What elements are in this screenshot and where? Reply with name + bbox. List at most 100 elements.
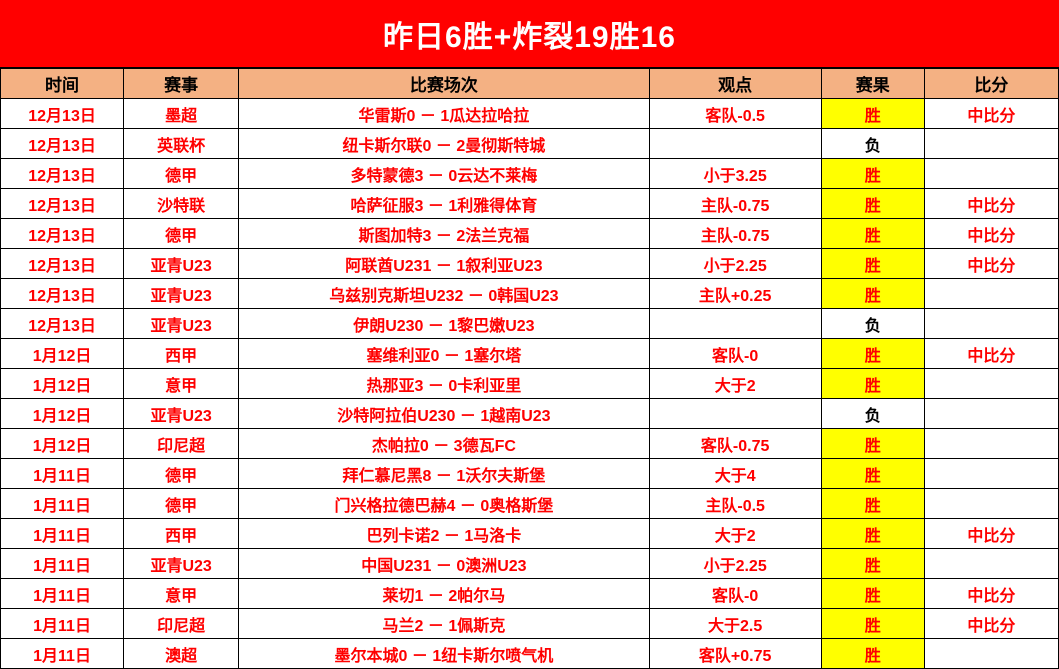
- table-row: 1月12日 西甲 塞维利亚0 － 1塞尔塔 客队-0 胜 中比分: [0, 338, 1059, 369]
- column-header-league: 赛事: [123, 68, 240, 99]
- cell-time: 1月12日: [0, 428, 125, 459]
- cell-result: 胜: [820, 608, 925, 639]
- cell-result: 胜: [820, 368, 925, 399]
- cell-time: 12月13日: [0, 188, 125, 219]
- cell-view: 大于2.5: [648, 608, 822, 639]
- cell-view: 小于2.25: [648, 248, 822, 279]
- cell-time: 1月11日: [0, 578, 125, 609]
- cell-league: 德甲: [123, 488, 240, 519]
- cell-match: 哈萨征服3 － 1利雅得体育: [238, 188, 650, 219]
- column-header-view: 观点: [648, 68, 822, 99]
- cell-result: 胜: [820, 218, 925, 249]
- table-row: 1月11日 澳超 墨尔本城0 － 1纽卡斯尔喷气机 客队+0.75 胜: [0, 638, 1059, 669]
- cell-view: 客队-0: [648, 578, 822, 609]
- table-row: 1月11日 印尼超 马兰2 － 1佩斯克 大于2.5 胜 中比分: [0, 608, 1059, 639]
- cell-result: 胜: [820, 548, 925, 579]
- cell-league: 意甲: [123, 578, 240, 609]
- cell-match: 马兰2 － 1佩斯克: [238, 608, 650, 639]
- cell-score: [923, 278, 1059, 309]
- cell-league: 德甲: [123, 158, 240, 189]
- cell-match: 门兴格拉德巴赫4 － 0奥格斯堡: [238, 488, 650, 519]
- table-row: 12月13日 亚青U23 伊朗U230 － 1黎巴嫩U23 负: [0, 308, 1059, 339]
- cell-view: 客队+0.75: [648, 638, 822, 669]
- cell-league: 印尼超: [123, 608, 240, 639]
- table-row: 12月13日 德甲 斯图加特3 － 2法兰克福 主队-0.75 胜 中比分: [0, 218, 1059, 249]
- cell-time: 12月13日: [0, 248, 125, 279]
- cell-league: 德甲: [123, 458, 240, 489]
- table-row: 12月13日 墨超 华雷斯0 － 1瓜达拉哈拉 客队-0.5 胜 中比分: [0, 98, 1059, 129]
- cell-view: 大于2: [648, 518, 822, 549]
- cell-score: 中比分: [923, 188, 1059, 219]
- table-row: 12月13日 德甲 多特蒙德3 － 0云达不莱梅 小于3.25 胜: [0, 158, 1059, 189]
- cell-result: 胜: [820, 188, 925, 219]
- cell-time: 1月11日: [0, 638, 125, 669]
- cell-time: 1月11日: [0, 608, 125, 639]
- cell-result: 负: [820, 128, 925, 159]
- cell-league: 英联杯: [123, 128, 240, 159]
- table-row: 1月11日 德甲 门兴格拉德巴赫4 － 0奥格斯堡 主队-0.5 胜: [0, 488, 1059, 519]
- cell-view: 大于4: [648, 458, 822, 489]
- cell-league: 亚青U23: [123, 548, 240, 579]
- cell-match: 伊朗U230 － 1黎巴嫩U23: [238, 308, 650, 339]
- cell-view: [648, 128, 822, 159]
- cell-league: 澳超: [123, 638, 240, 669]
- cell-time: 1月12日: [0, 338, 125, 369]
- cell-view: 主队+0.25: [648, 278, 822, 309]
- cell-score: 中比分: [923, 218, 1059, 249]
- table-row: 1月11日 德甲 拜仁慕尼黑8 － 1沃尔夫斯堡 大于4 胜: [0, 458, 1059, 489]
- cell-match: 塞维利亚0 － 1塞尔塔: [238, 338, 650, 369]
- cell-score: [923, 488, 1059, 519]
- cell-match: 巴列卡诺2 － 1马洛卡: [238, 518, 650, 549]
- cell-score: [923, 428, 1059, 459]
- cell-score: [923, 128, 1059, 159]
- cell-match: 纽卡斯尔联0 － 2曼彻斯特城: [238, 128, 650, 159]
- cell-match: 莱切1 － 2帕尔马: [238, 578, 650, 609]
- table-row: 12月13日 亚青U23 乌兹别克斯坦U232 － 0韩国U23 主队+0.25…: [0, 278, 1059, 309]
- cell-time: 12月13日: [0, 128, 125, 159]
- table-row: 1月11日 亚青U23 中国U231 － 0澳洲U23 小于2.25 胜: [0, 548, 1059, 579]
- table-body: 12月13日 墨超 华雷斯0 － 1瓜达拉哈拉 客队-0.5 胜 中比分 12月…: [0, 98, 1059, 669]
- cell-result: 胜: [820, 98, 925, 129]
- cell-time: 1月11日: [0, 518, 125, 549]
- cell-match: 多特蒙德3 － 0云达不莱梅: [238, 158, 650, 189]
- cell-match: 斯图加特3 － 2法兰克福: [238, 218, 650, 249]
- table-row: 1月11日 西甲 巴列卡诺2 － 1马洛卡 大于2 胜 中比分: [0, 518, 1059, 549]
- cell-result: 胜: [820, 578, 925, 609]
- page-title-text: 昨日6胜+炸裂19胜16: [383, 20, 676, 54]
- cell-time: 1月11日: [0, 488, 125, 519]
- cell-league: 沙特联: [123, 188, 240, 219]
- cell-score: [923, 368, 1059, 399]
- cell-match: 华雷斯0 － 1瓜达拉哈拉: [238, 98, 650, 129]
- cell-result: 胜: [820, 428, 925, 459]
- cell-view: 小于3.25: [648, 158, 822, 189]
- cell-league: 印尼超: [123, 428, 240, 459]
- cell-league: 意甲: [123, 368, 240, 399]
- table-row: 1月12日 意甲 热那亚3 － 0卡利亚里 大于2 胜: [0, 368, 1059, 399]
- cell-time: 12月13日: [0, 278, 125, 309]
- cell-view: 客队-0.75: [648, 428, 822, 459]
- cell-view: [648, 398, 822, 429]
- cell-match: 沙特阿拉伯U230 － 1越南U23: [238, 398, 650, 429]
- cell-result: 胜: [820, 488, 925, 519]
- cell-match: 阿联酋U231 － 1叙利亚U23: [238, 248, 650, 279]
- cell-result: 胜: [820, 638, 925, 669]
- table-row: 12月13日 沙特联 哈萨征服3 － 1利雅得体育 主队-0.75 胜 中比分: [0, 188, 1059, 219]
- cell-result: 胜: [820, 278, 925, 309]
- cell-score: 中比分: [923, 338, 1059, 369]
- cell-score: 中比分: [923, 518, 1059, 549]
- cell-time: 1月11日: [0, 458, 125, 489]
- cell-view: 客队-0.5: [648, 98, 822, 129]
- cell-score: 中比分: [923, 248, 1059, 279]
- cell-time: 12月13日: [0, 308, 125, 339]
- cell-result: 负: [820, 398, 925, 429]
- cell-view: 小于2.25: [648, 548, 822, 579]
- cell-score: 中比分: [923, 98, 1059, 129]
- cell-view: 主队-0.75: [648, 188, 822, 219]
- cell-score: 中比分: [923, 608, 1059, 639]
- cell-score: [923, 308, 1059, 339]
- cell-match: 热那亚3 － 0卡利亚里: [238, 368, 650, 399]
- cell-match: 杰帕拉0 － 3德瓦FC: [238, 428, 650, 459]
- cell-result: 胜: [820, 518, 925, 549]
- cell-result: 负: [820, 308, 925, 339]
